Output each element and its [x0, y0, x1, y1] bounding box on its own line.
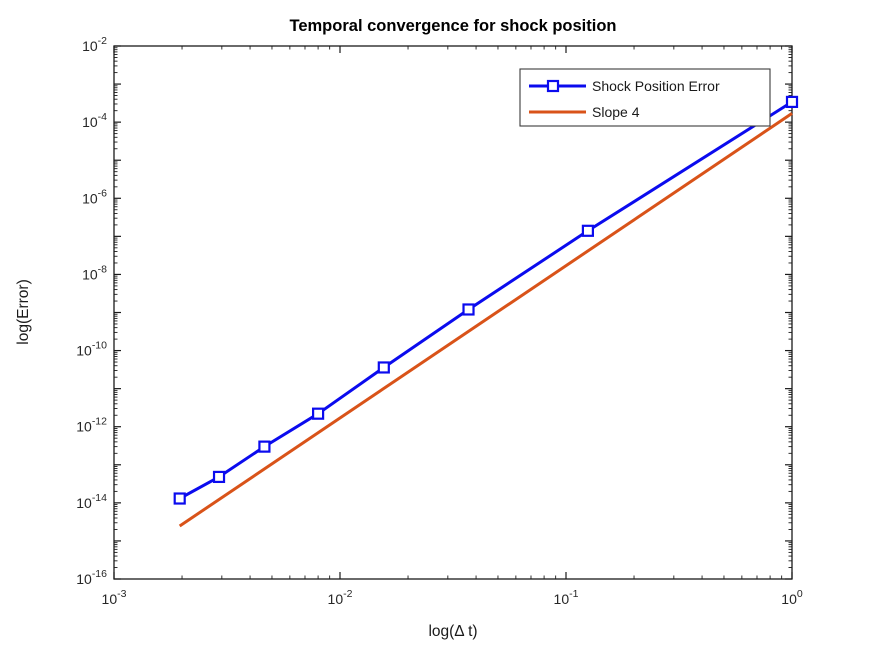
series-shock-position-error-marker: [462, 303, 475, 316]
x-tick-label: 10-3: [102, 588, 127, 607]
series-shock-position-error-marker: [258, 440, 271, 453]
legend-entry: Shock Position Error: [529, 78, 720, 94]
chart-title: Temporal convergence for shock position: [289, 17, 616, 35]
series-shock-position-error-marker: [173, 492, 186, 505]
series-shock-position-error-marker: [785, 95, 799, 109]
series-shock-position-error-line: [178, 100, 793, 500]
x-tick-label: 100: [781, 588, 803, 607]
y-tick-label: 10-10: [76, 340, 107, 359]
legend-marker-sample: [546, 79, 560, 93]
y-tick-label: 10-16: [76, 568, 107, 587]
series-shock-position-error-marker: [581, 224, 595, 237]
y-tick-label: 10-8: [82, 263, 107, 282]
legend-entry: Slope 4: [529, 104, 640, 120]
y-tick-label: 10-14: [76, 492, 107, 511]
y-tick-label: 10-2: [82, 35, 107, 54]
x-axis-label: log(Δ t): [428, 623, 477, 640]
y-axis-label: log(Error): [15, 279, 32, 344]
y-tick-label: 10-12: [76, 416, 107, 435]
series-shock-position-error: [173, 95, 799, 505]
plot-series: [173, 95, 799, 528]
plot-axes: 10-3 10-2 10-1 100 10-2 10-4 10-6 10-8 10-10 10-1…: [76, 35, 803, 607]
series-shock-position-error-marker: [212, 470, 226, 484]
y-tick-label: 10-4: [82, 111, 107, 130]
series-shock-position-error-marker: [311, 407, 325, 420]
x-tick-label: 10-1: [554, 588, 579, 607]
series-slope-4: [178, 112, 793, 528]
series-shock-position-error-marker: [377, 361, 390, 374]
legend: Shock Position Error Slope 4: [519, 68, 771, 127]
series-slope-4-line: [178, 112, 793, 528]
y-tick-label: 10-6: [82, 187, 107, 206]
x-tick-label: 10-2: [328, 588, 353, 607]
legend-entry-label: Slope 4: [592, 104, 640, 120]
legend-entry-label: Shock Position Error: [592, 78, 720, 94]
legend-box: [519, 68, 771, 127]
